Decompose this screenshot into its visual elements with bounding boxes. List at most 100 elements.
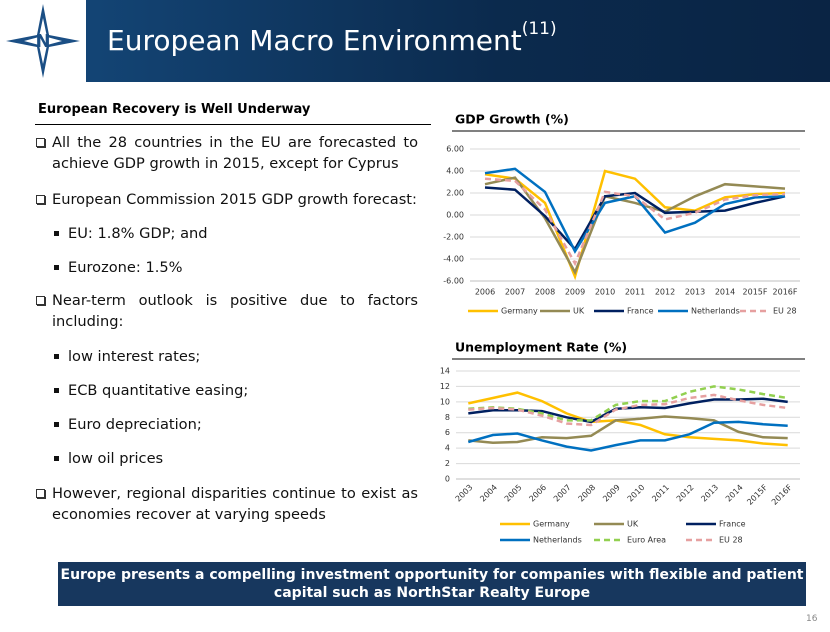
x-tick-label: 2008 xyxy=(577,483,598,504)
series-line xyxy=(484,186,786,252)
y-tick-label: 8 xyxy=(445,413,450,422)
y-tick-label: 0.00 xyxy=(446,211,464,220)
bullet-text: European Commission 2015 GDP growth fore… xyxy=(52,191,417,208)
x-tick-label: 2011 xyxy=(650,483,671,504)
y-tick-label: 6 xyxy=(445,428,450,437)
x-tick-label: 2011 xyxy=(625,288,645,297)
legend-label: France xyxy=(719,520,746,529)
bullet-marker xyxy=(54,456,59,461)
x-tick-label: 2007 xyxy=(505,288,525,297)
bullet: Near-term outlook is positive due to fac… xyxy=(36,290,418,332)
legend-label: EU 28 xyxy=(719,536,743,545)
logo-star: N xyxy=(6,4,80,78)
bullet-marker xyxy=(36,489,45,498)
bullet-text: Near-term outlook is positive due to fac… xyxy=(52,292,418,330)
x-tick-label: 2013 xyxy=(699,483,720,504)
x-tick-label: 2014 xyxy=(715,288,735,297)
x-tick-label: 2004 xyxy=(478,483,499,504)
x-tick-label: 2006 xyxy=(527,483,548,504)
y-tick-label: 14 xyxy=(440,367,450,376)
bullet: However, regional disparities continue t… xyxy=(36,483,418,525)
bullet-marker xyxy=(54,265,59,270)
x-tick-label: 2010 xyxy=(595,288,615,297)
bullet-marker xyxy=(54,388,59,393)
bullet: Eurozone: 1.5% xyxy=(54,257,418,278)
series-line xyxy=(484,177,786,267)
x-tick-label: 2012 xyxy=(655,288,675,297)
legend-label: Netherlands xyxy=(533,536,582,545)
bullet: low interest rates; xyxy=(54,346,418,367)
legend-label: France xyxy=(627,307,654,316)
x-tick-label: 2005 xyxy=(503,483,524,504)
bullet: All the 28 countries in the EU are forec… xyxy=(36,132,418,174)
x-tick-label: 2015F xyxy=(745,483,769,507)
series-line xyxy=(467,420,788,452)
x-tick-label: 2016F xyxy=(770,483,794,507)
x-tick-label: 2014 xyxy=(724,483,745,504)
bullet-marker xyxy=(54,354,59,359)
y-tick-label: -4.00 xyxy=(443,255,464,264)
bullet: European Commission 2015 GDP growth fore… xyxy=(36,189,418,210)
y-tick-label: 4 xyxy=(445,444,450,453)
charts: GDP Growth (%) -6.00 -4.00 -2.00 0.00 2.00 4.0… xyxy=(440,112,805,545)
series-line xyxy=(468,385,788,422)
bullet-text: Eurozone: 1.5% xyxy=(68,259,183,276)
x-tick-label: 2016F xyxy=(773,288,798,297)
title-footnote: (11) xyxy=(521,18,557,39)
series-line xyxy=(484,169,786,281)
bullet-text: ECB quantitative easing; xyxy=(68,382,249,399)
header-band: N European Macro Environment(11) xyxy=(0,0,830,82)
bullet: low oil prices xyxy=(54,448,418,469)
chart-title: Unemployment Rate (%) xyxy=(455,340,627,355)
y-tick-label: 2.00 xyxy=(446,189,464,198)
y-tick-label: 6.00 xyxy=(446,145,464,154)
y-tick-label: -6.00 xyxy=(443,277,464,286)
series-line xyxy=(484,176,786,276)
x-tick-label: 2015F xyxy=(743,288,768,297)
bullet-marker xyxy=(36,138,45,147)
bullet-text: However, regional disparities continue t… xyxy=(52,485,418,523)
y-tick-label: 12 xyxy=(440,382,450,391)
legend-label: UK xyxy=(627,520,639,529)
left-subtitle: European Recovery is Well Underway xyxy=(38,102,311,117)
bullet-marker xyxy=(54,422,59,427)
slide-title: European Macro Environment(11) xyxy=(107,19,557,57)
logo: N xyxy=(0,0,86,82)
bullet: ECB quantitative easing; xyxy=(54,380,418,401)
bullet-text: EU: 1.8% GDP; and xyxy=(68,225,208,242)
bullet: Euro depreciation; xyxy=(54,414,418,435)
bullet-text: low interest rates; xyxy=(68,348,201,365)
x-tick-label: 2006 xyxy=(475,288,495,297)
y-tick-label: 0 xyxy=(445,475,450,484)
legend-label: UK xyxy=(573,307,585,316)
legend-label: EU 28 xyxy=(773,307,797,316)
y-tick-label: 2 xyxy=(445,459,450,468)
svg-text:N: N xyxy=(35,31,50,52)
legend-label: Germany xyxy=(533,520,570,529)
x-tick-label: 2009 xyxy=(601,483,622,504)
title-text: European Macro Environment xyxy=(107,24,522,57)
series-line xyxy=(468,391,788,447)
banner: Europe presents a compelling investment … xyxy=(58,562,806,606)
bullet-marker xyxy=(54,231,59,236)
y-tick-label: 10 xyxy=(440,397,450,406)
bullet-text: All the 28 countries in the EU are forec… xyxy=(52,134,418,172)
y-tick-label: -2.00 xyxy=(443,233,464,242)
page-number: 16 xyxy=(806,614,818,624)
y-tick-label: 4.00 xyxy=(446,167,464,176)
x-tick-label: 2009 xyxy=(565,288,585,297)
bullet: EU: 1.8% GDP; and xyxy=(54,223,418,244)
x-tick-label: 2012 xyxy=(675,483,696,504)
bullet-text: low oil prices xyxy=(68,450,164,467)
bullet-marker xyxy=(36,195,45,204)
x-tick-label: 2013 xyxy=(685,288,705,297)
rule xyxy=(35,124,431,125)
bullet-text: Euro depreciation; xyxy=(68,416,202,433)
x-tick-label: 2003 xyxy=(454,483,475,504)
chart-title: GDP Growth (%) xyxy=(455,112,569,127)
bullet-marker xyxy=(36,296,45,305)
legend-label: Netherlands xyxy=(691,307,740,316)
legend-label: Euro Area xyxy=(627,536,666,545)
x-tick-label: 2008 xyxy=(535,288,555,297)
